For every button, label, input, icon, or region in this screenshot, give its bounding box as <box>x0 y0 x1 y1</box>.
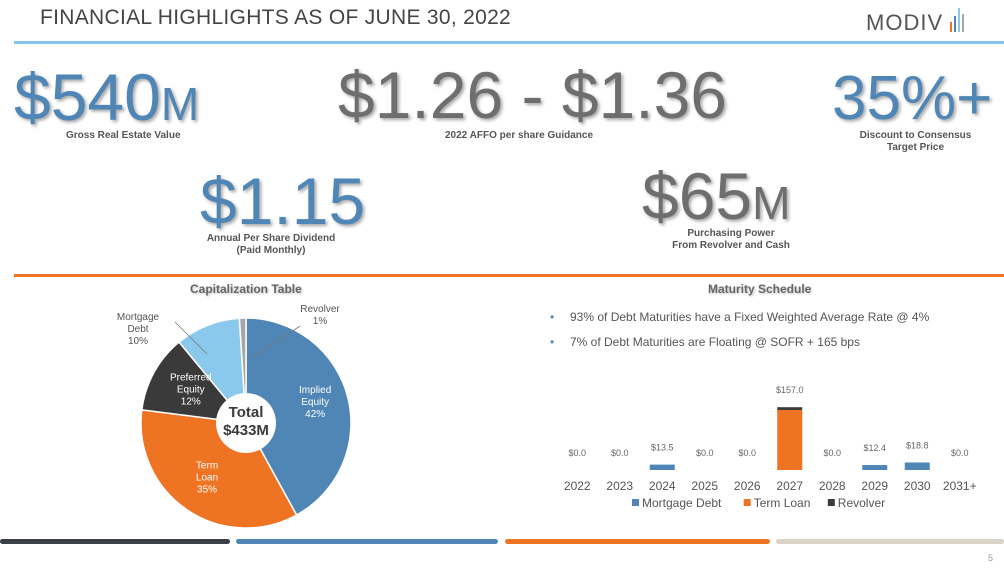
legend-swatch <box>632 499 639 506</box>
maturity-bullets: 93% of Debt Maturities have a Fixed Weig… <box>548 310 929 360</box>
pie-slice-term-loan <box>140 409 298 529</box>
page-title: FINANCIAL HIGHLIGHTS AS OF JUNE 30, 2022 <box>40 6 512 29</box>
metric-caption-affo: 2022 AFFO per share Guidance <box>445 130 594 141</box>
metric-gross-real-estate-value: $540M <box>14 60 200 134</box>
maturity-bar-chart: $0.0 $0.0 $13.5 $0.0 $0.0 $157.0 $0.0 $12.4 $18.… <box>564 385 977 510</box>
maturity-bullet: 93% of Debt Maturities have a Fixed Weig… <box>548 310 929 324</box>
x-tick-label: 2028 <box>819 479 846 493</box>
x-tick-label: 2023 <box>606 479 633 493</box>
legend-label: Mortgage Debt <box>642 496 722 510</box>
x-tick-label: 2030 <box>904 479 931 493</box>
maturity-bullet: 7% of Debt Maturities are Floating @ SOF… <box>548 335 929 349</box>
page-number: 5 <box>988 553 994 563</box>
logo-bars-icon <box>948 6 968 32</box>
pie-center-total-value: $433M <box>223 422 269 439</box>
bar-segment-mortgage-debt <box>649 464 675 470</box>
bar-data-label: $12.4 <box>863 443 886 453</box>
pie-slice-label: Implied <box>299 385 331 396</box>
metric-caption-gross-real-estate: Gross Real Estate Value <box>66 130 181 141</box>
x-tick-label: 2027 <box>776 479 803 493</box>
footer-bar-orange <box>505 539 770 544</box>
bar-segment-mortgage-debt <box>904 462 930 470</box>
x-tick-label: 2031+ <box>943 479 977 493</box>
header-rule <box>14 41 1004 44</box>
bar-data-label: $0.0 <box>696 448 714 458</box>
bar-data-label: $0.0 <box>738 448 756 458</box>
bar-data-label: $0.0 <box>611 448 629 458</box>
company-logo: MODIV <box>866 10 944 35</box>
pie-slice-label: 35% <box>197 484 217 495</box>
bar-data-label: $157.0 <box>776 385 804 395</box>
pie-slice-label: Equity <box>301 397 329 408</box>
bar-data-label: $13.5 <box>651 443 674 453</box>
footer-bar-gray <box>776 539 1004 544</box>
metric-purchasing-power: $65M <box>642 159 791 233</box>
donut-hole <box>216 393 276 453</box>
pie-leader-line <box>251 325 301 359</box>
bar-segment-term-loan <box>777 410 803 470</box>
bar-segment-revolver <box>777 407 803 410</box>
legend-swatch <box>743 499 751 506</box>
pie-slice-implied-equity <box>245 317 352 517</box>
pie-slice-label: 10% <box>128 336 148 347</box>
x-tick-label: 2026 <box>734 479 761 493</box>
bar-data-label: $0.0 <box>823 448 841 458</box>
maturity-title: Maturity Schedule <box>708 282 812 296</box>
x-tick-label: 2024 <box>649 479 676 493</box>
pie-center-total-label: Total <box>229 404 264 421</box>
pie-slice-label: Mortgage <box>117 312 160 323</box>
bar-data-label: $18.8 <box>906 440 929 450</box>
pie-slice-preferred-equity <box>140 341 248 424</box>
metric-discount: 35%+ <box>832 64 993 133</box>
capitalization-pie-chart: ImpliedEquity42%TermLoan35%PreferredEqui… <box>117 304 352 529</box>
metric-caption-purchasing-power: Purchasing Power From Revolver and Cash <box>672 228 790 251</box>
pie-slice-label: Debt <box>127 324 148 335</box>
footer-bar-dark <box>0 539 230 544</box>
pie-leader-line <box>174 321 208 355</box>
metric-caption-dividend: Annual Per Share Dividend (Paid Monthly) <box>206 233 336 256</box>
legend-label: Term Loan <box>754 496 811 510</box>
pie-slice-label: Equity <box>177 385 205 396</box>
x-tick-label: 2022 <box>564 479 591 493</box>
pie-slice-label: Loan <box>196 472 218 483</box>
bar-data-label: $0.0 <box>951 448 969 458</box>
legend-label: Revolver <box>838 496 885 510</box>
pie-slice-label: 1% <box>313 316 328 327</box>
pie-slice-label: Revolver <box>300 304 340 315</box>
pie-slice-label: 12% <box>181 397 201 408</box>
section-rule <box>14 274 1004 277</box>
pie-slice-label: Term <box>196 460 218 471</box>
x-tick-label: 2025 <box>691 479 718 493</box>
pie-slice-label: 42% <box>305 409 325 420</box>
bar-segment-mortgage-debt <box>862 465 888 470</box>
pie-slice-label: Preferred <box>170 373 212 384</box>
metric-caption-discount: Discount to Consensus Target Price <box>859 130 972 153</box>
metric-annual-dividend: $1.15 <box>200 164 366 238</box>
x-tick-label: 2029 <box>861 479 888 493</box>
metric-affo-guidance: $1.26 - $1.36 <box>338 58 727 132</box>
legend-swatch <box>827 499 835 506</box>
capitalization-title: Capitalization Table <box>190 282 302 296</box>
footer-bar-blue <box>236 539 498 544</box>
bar-data-label: $0.0 <box>568 448 586 458</box>
